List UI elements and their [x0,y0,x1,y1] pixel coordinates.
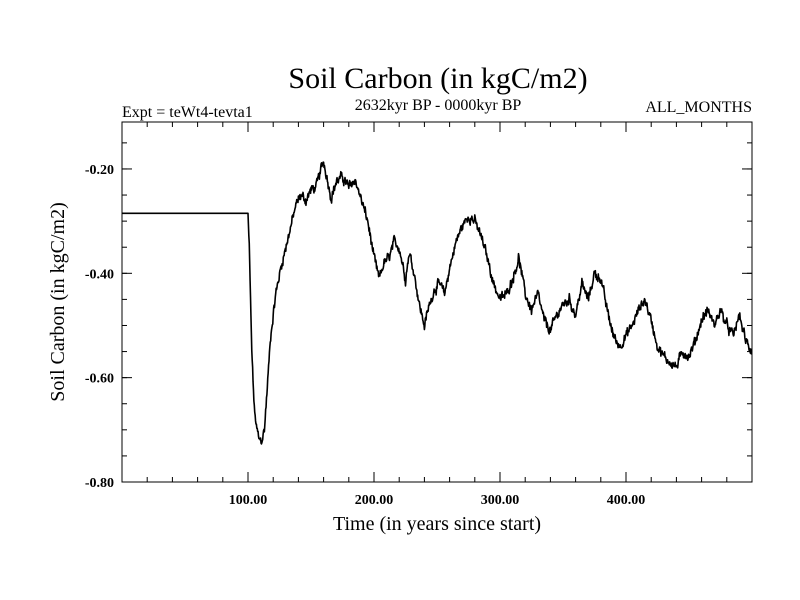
x-tick-label: 100.00 [229,493,268,508]
y-tick-label: -0.80 [85,476,114,491]
y-axis: -0.80 -0.60 -0.40 -0.20 [85,142,752,491]
x-tick-label: 400.00 [607,493,646,508]
x-tick-label: 200.00 [355,493,394,508]
experiment-label: Expt = teWt4-tevta1 [122,104,253,121]
x-axis-label: Time (in years since start) [333,513,541,535]
y-tick-label: -0.60 [85,372,114,387]
chart-title: Soil Carbon (in kgC/m2) [288,62,587,95]
plot-area-frame [121,121,753,483]
series-line-soil-carbon [122,161,753,445]
months-label: ALL_MONTHS [645,99,752,116]
x-axis: 100.00 200.00 300.00 400.00 [146,122,728,508]
y-axis-label: Soil Carbon (in kgC/m2) [47,202,69,401]
chart-subtitle: 2632kyr BP - 0000kyr BP [355,97,522,114]
x-tick-label: 300.00 [481,493,520,508]
y-tick-label: -0.40 [85,267,114,282]
y-tick-label: -0.20 [85,163,114,178]
